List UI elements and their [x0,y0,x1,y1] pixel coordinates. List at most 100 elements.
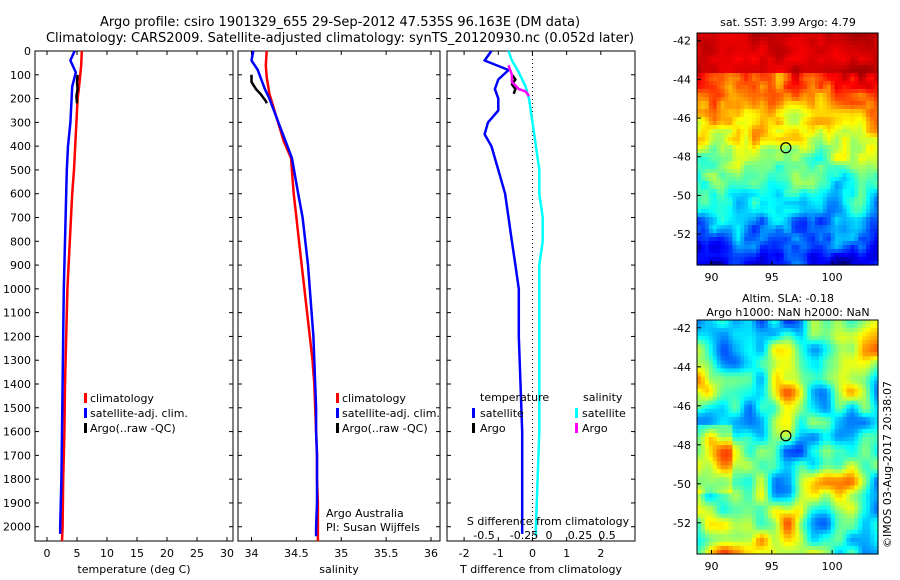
sla-map-panel: -42 -44 -46 -48 -50 -52 90 95 100 Altim. SLA: -0.… [673,292,879,573]
map-x-tick-label: 90 [704,271,718,284]
map-frame [696,319,879,555]
legend-swatch [472,423,475,433]
y-tick-label: 800 [10,235,31,248]
sst-map-title: sat. SST: 3.99 Argo: 4.79 [720,16,856,29]
map-x-tick-label: 95 [765,271,779,284]
legend-entry: satellite [480,407,524,420]
x-tick-label: 35.5 [374,547,399,560]
map-y-tick-label: -48 [673,439,691,452]
series-line-temperature-satellite [483,50,524,534]
series-line-argo-raw-qc- [250,74,268,104]
argo-height-note: Argo h1000: NaN h2000: NaN [706,306,869,319]
legend-swatch [336,423,339,433]
y-tick-label: 500 [10,164,31,177]
map-y-tick-label: -46 [673,112,691,125]
y-tick-label: 1800 [3,473,31,486]
legend-entry: satellite-adj. clim. [342,407,440,420]
plot-frame [446,50,636,542]
salinity-panel: 34 34.5 35 35.5 36 salinity climatology satelli… [237,50,441,576]
top-x-tick-label: 0.5 [598,529,616,542]
legend-title-salinity: salinity [583,391,623,404]
series-line-temperature-argo [510,74,517,95]
sla-map-title: Altim. SLA: -0.18 [742,292,834,305]
temperature-panel: 0100200300400500600700800900100011001200… [3,45,234,576]
y-tick-label: 300 [10,116,31,129]
x-tick-label: 2 [597,547,604,560]
legend-title-temperature: temperature [480,391,549,404]
x-tick-label: 10 [100,547,114,560]
legend-swatch [336,408,339,418]
x-tick-label: 20 [160,547,174,560]
map-y-tick-label: -52 [673,228,691,241]
pi-name-note: PI: Susan Wijffels [326,521,420,534]
x-tick-label: 5 [74,547,81,560]
map-x-tick-label: 90 [704,560,718,573]
y-tick-label: 2000 [3,521,31,534]
legend-entry: Argo(..raw -QC) [90,422,176,435]
map-y-tick-label: -44 [673,361,691,374]
y-tick-label: 200 [10,93,31,106]
y-tick-label: 700 [10,212,31,225]
map-x-tick-label: 100 [822,271,843,284]
legend-entry: Argo [480,422,506,435]
legend-swatch [575,423,578,433]
plot-frame [237,50,441,542]
y-tick-label: 1700 [3,449,31,462]
x-tick-label: 34.5 [284,547,309,560]
map-y-tick-label: -50 [673,478,691,491]
top-x-tick-label: 0.25 [568,529,593,542]
map-x-tick-label: 100 [822,560,843,573]
x-tick-label: 1 [563,547,570,560]
legend-entry: climatology [90,392,154,405]
map-y-tick-label: -42 [673,322,691,335]
x-tick-label: 0 [44,547,51,560]
series-line-satellite-adj-clim- [250,50,319,537]
legend-entry: satellite-adj. clim. [90,407,188,420]
x-tick-label: 34 [244,547,258,560]
top-x-tick-label: 0 [546,529,553,542]
map-frame [696,32,879,266]
y-tick-label: 0 [24,45,31,58]
y-tick-label: 1100 [3,307,31,320]
y-tick-label: 1000 [3,283,31,296]
legend-swatch [84,393,87,403]
x-axis-label: temperature (deg C) [77,563,190,576]
legend-swatch [472,408,475,418]
x-axis-label: salinity [319,563,359,576]
y-tick-label: 1900 [3,497,31,510]
x-tick-label: 35 [334,547,348,560]
map-y-tick-label: -42 [673,35,691,48]
map-x-tick-label: 95 [765,560,779,573]
map-y-tick-label: -52 [673,517,691,530]
x-tick-label: 15 [130,547,144,560]
x-tick-label: -1 [493,547,504,560]
x-tick-label: 36 [424,547,438,560]
x-tick-label: 25 [190,547,204,560]
legend-swatch [84,423,87,433]
x-tick-label: 30 [220,547,234,560]
y-tick-label: 1600 [3,426,31,439]
x-tick-label: 0 [529,547,536,560]
difference-panel: -2 -1 0 1 2T difference from climatologytemp… [446,50,636,576]
x-tick-label: -2 [459,547,470,560]
map-y-tick-label: -48 [673,151,691,164]
y-tick-label: 400 [10,140,31,153]
y-tick-label: 1400 [3,378,31,391]
series-line-salinity-argo [507,64,531,97]
legend-entry: Argo [582,422,608,435]
header-line-2: Climatology: CARS2009. Satellite-adjuste… [46,31,634,46]
legend-swatch [575,408,578,418]
legend-entry: satellite [582,407,626,420]
x-axis-label: T difference from climatology [459,563,622,576]
sst-map-panel: -42 -44 -46 -48 -50 -52 90 95 100 sat. SST: 3.99 … [673,16,879,284]
legend-swatch [84,408,87,418]
legend-entry: Argo(..raw -QC) [342,422,428,435]
argo-float-marker [780,142,792,154]
top-x-axis-label: S difference from climatology [467,515,630,528]
series-line-salinity-satellite [507,50,544,537]
map-y-tick-label: -44 [673,73,691,86]
series-line-argo-raw-qc- [75,74,79,104]
header-line-1: Argo profile: csiro 1901329_655 29-Sep-2… [100,15,580,30]
y-tick-label: 100 [10,69,31,82]
